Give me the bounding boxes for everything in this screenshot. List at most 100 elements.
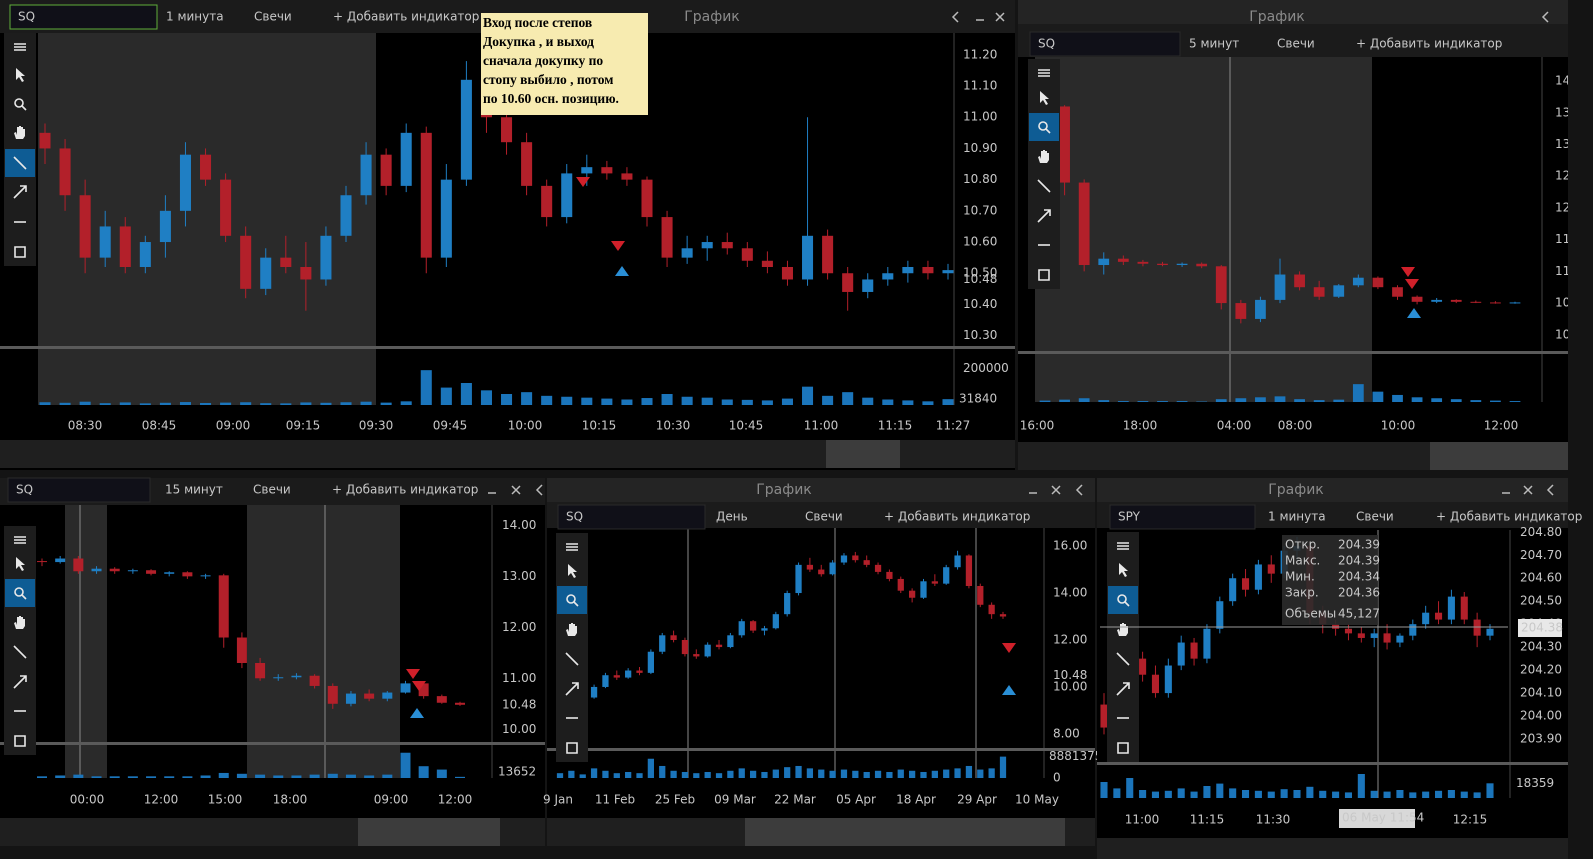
candle-body xyxy=(541,185,553,218)
candle-body xyxy=(179,154,191,211)
window-button[interactable] xyxy=(1523,485,1533,495)
y-tick-label: 14.00 xyxy=(502,518,536,532)
last-price-label: 10.48 xyxy=(963,272,997,286)
window-button[interactable] xyxy=(951,11,959,23)
chart-style[interactable]: Свечи xyxy=(253,483,291,497)
tool-icon[interactable] xyxy=(1117,742,1129,754)
tool-icon[interactable] xyxy=(13,645,27,659)
tool-icon[interactable] xyxy=(1037,179,1051,193)
interval[interactable]: 15 минут xyxy=(165,483,223,497)
candle-body xyxy=(37,561,47,563)
add-indicator[interactable]: + Добавить индикатор xyxy=(1356,37,1502,51)
tool-icon[interactable] xyxy=(565,682,579,696)
tool-icon[interactable] xyxy=(14,98,27,111)
tool-icon[interactable] xyxy=(1117,623,1128,636)
tool-icon[interactable] xyxy=(1040,91,1049,105)
tool-icon[interactable] xyxy=(14,735,26,747)
symbol[interactable]: SPY xyxy=(1118,510,1141,524)
volume-bar xyxy=(37,776,47,778)
symbol-input[interactable] xyxy=(1029,31,1181,57)
tool-icon[interactable] xyxy=(568,564,577,578)
window-button[interactable] xyxy=(1546,484,1554,496)
x-tick-label: 10:00 xyxy=(1381,419,1416,433)
tool-icon[interactable] xyxy=(13,675,27,689)
candle-body xyxy=(1164,665,1172,694)
tool-icon[interactable] xyxy=(1117,594,1130,607)
tool-icon[interactable] xyxy=(14,616,25,629)
candle-body xyxy=(670,635,677,640)
window-button[interactable] xyxy=(535,484,543,496)
candle-body xyxy=(727,635,734,648)
tool-icon[interactable] xyxy=(566,742,578,754)
window-button[interactable] xyxy=(995,12,1005,22)
add-indicator[interactable]: + Добавить индикатор xyxy=(1436,510,1582,524)
x-tick-label: 00:00 xyxy=(70,793,105,807)
volume-bar xyxy=(636,773,643,778)
candle-body xyxy=(1216,601,1224,629)
interval[interactable]: День xyxy=(716,510,748,524)
volume-bar xyxy=(1098,400,1110,402)
tool-icon[interactable] xyxy=(1117,542,1129,550)
chart-style[interactable]: Свечи xyxy=(1356,510,1394,524)
tool-icon[interactable] xyxy=(16,68,25,82)
window-button[interactable] xyxy=(1051,485,1061,495)
tool-icon[interactable] xyxy=(13,156,27,170)
navigator-window[interactable] xyxy=(358,818,500,846)
symbol[interactable]: SQ xyxy=(1038,37,1055,51)
tool-icon[interactable] xyxy=(14,536,26,544)
window-button[interactable] xyxy=(1541,11,1549,23)
tool-icon[interactable] xyxy=(566,623,577,636)
tool-icon[interactable] xyxy=(566,543,578,551)
interval[interactable]: 1 минута xyxy=(166,10,224,24)
volume-bar xyxy=(364,775,375,778)
tool-icon[interactable] xyxy=(1116,652,1130,666)
tool-icon[interactable] xyxy=(1116,682,1130,696)
x-tick-label: 10:15 xyxy=(582,419,617,433)
tool-icon[interactable] xyxy=(1119,563,1128,577)
tool-icon[interactable] xyxy=(13,185,27,199)
candle-body xyxy=(641,179,653,218)
add-indicator[interactable]: + Добавить индикатор xyxy=(884,510,1030,524)
interval[interactable]: 1 минута xyxy=(1268,510,1326,524)
tool-icon[interactable] xyxy=(565,652,579,666)
add-indicator[interactable]: + Добавить индикатор xyxy=(333,10,479,24)
window-button[interactable] xyxy=(511,485,521,495)
symbol[interactable]: SQ xyxy=(18,10,35,24)
tool-icon[interactable] xyxy=(1038,69,1050,77)
symbol-input[interactable] xyxy=(1109,504,1256,530)
tool-icon[interactable] xyxy=(1038,121,1051,134)
volume-bar xyxy=(1313,400,1325,402)
tool-icon[interactable] xyxy=(1037,209,1051,223)
tool-icon[interactable] xyxy=(16,557,25,571)
symbol-input[interactable] xyxy=(7,477,151,503)
note-line: стопу выбило , потом xyxy=(483,72,613,87)
y-tick-label: 11.50 xyxy=(1555,232,1589,246)
candle-body xyxy=(681,639,689,655)
volume-bar xyxy=(795,765,802,778)
volume-bar xyxy=(1241,790,1250,798)
chart-style[interactable]: Свечи xyxy=(254,10,292,24)
tool-icon[interactable] xyxy=(14,246,26,258)
tool-icon[interactable] xyxy=(14,43,26,51)
tool-icon[interactable] xyxy=(14,587,27,600)
symbol-input[interactable] xyxy=(557,504,706,530)
navigator-window[interactable] xyxy=(745,818,1065,846)
symbol[interactable]: SQ xyxy=(16,483,33,497)
symbol-input[interactable] xyxy=(9,4,158,30)
y-tick-label: 11.00 xyxy=(1555,264,1589,278)
y-tick-label: 11.00 xyxy=(502,671,536,685)
navigator-window[interactable] xyxy=(1430,442,1568,470)
navigator-window[interactable] xyxy=(826,440,900,468)
chart-style[interactable]: Свечи xyxy=(805,510,843,524)
tool-icon[interactable] xyxy=(14,126,25,139)
volume-bar xyxy=(942,399,954,405)
chart-style[interactable]: Свечи xyxy=(1277,37,1315,51)
window-button[interactable] xyxy=(1075,484,1083,496)
interval[interactable]: 5 минут xyxy=(1189,37,1239,51)
tool-icon[interactable] xyxy=(566,594,579,607)
tool-icon[interactable] xyxy=(1038,269,1050,281)
symbol[interactable]: SQ xyxy=(566,510,583,524)
candle-body xyxy=(1473,619,1481,636)
tool-icon[interactable] xyxy=(1038,150,1049,163)
add-indicator[interactable]: + Добавить индикатор xyxy=(332,483,478,497)
